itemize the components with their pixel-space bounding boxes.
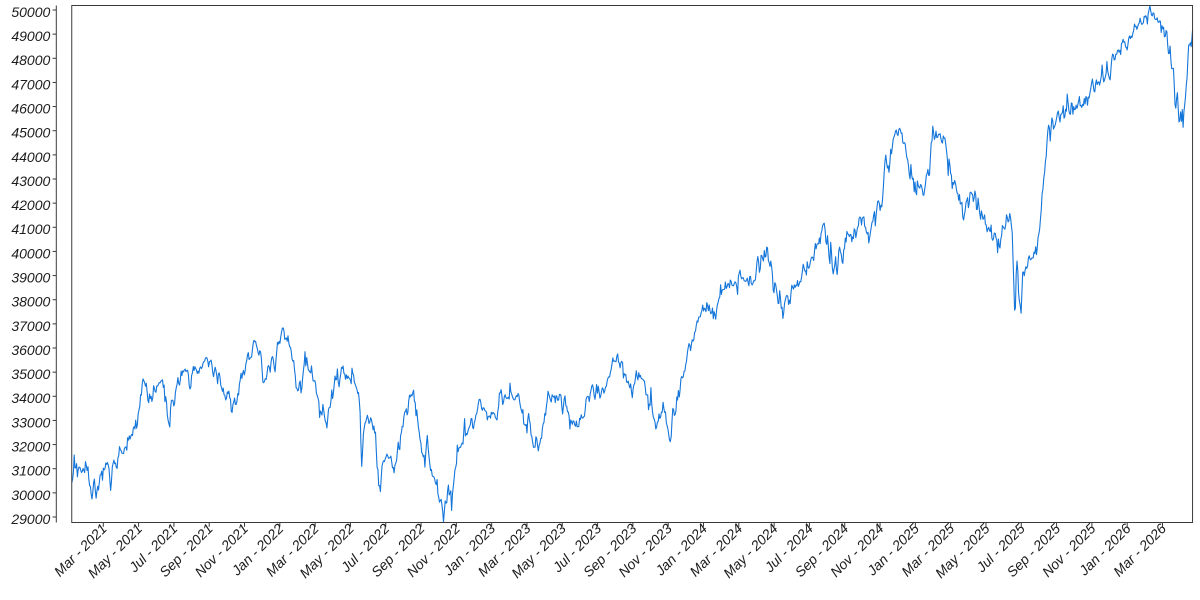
svg-text:31000: 31000 [11, 463, 50, 479]
svg-text:32000: 32000 [11, 438, 50, 454]
svg-text:33000: 33000 [11, 414, 50, 430]
svg-text:50000: 50000 [11, 4, 50, 20]
svg-text:49000: 49000 [11, 28, 50, 44]
svg-text:39000: 39000 [11, 269, 50, 285]
svg-text:34000: 34000 [11, 390, 50, 406]
svg-text:47000: 47000 [11, 76, 50, 92]
svg-text:45000: 45000 [11, 125, 50, 141]
svg-text:29000: 29000 [10, 511, 50, 527]
svg-text:48000: 48000 [11, 52, 50, 68]
svg-text:44000: 44000 [11, 149, 50, 165]
svg-text:40000: 40000 [11, 245, 50, 261]
svg-text:46000: 46000 [11, 100, 50, 116]
svg-text:36000: 36000 [11, 342, 50, 358]
svg-text:43000: 43000 [11, 173, 50, 189]
svg-text:41000: 41000 [11, 221, 50, 237]
svg-text:35000: 35000 [11, 366, 50, 382]
svg-text:30000: 30000 [11, 487, 50, 503]
svg-text:37000: 37000 [11, 318, 50, 334]
svg-text:38000: 38000 [11, 294, 50, 310]
svg-text:42000: 42000 [11, 197, 50, 213]
